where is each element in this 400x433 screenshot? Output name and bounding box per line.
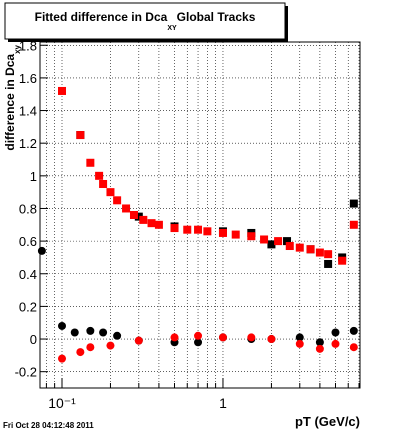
circle-marker	[194, 338, 203, 347]
y-tick-label: -0.2	[15, 365, 37, 380]
y-tick-label: 0	[30, 332, 37, 347]
square-marker	[122, 204, 131, 213]
y-tick-label: 0.8	[19, 201, 37, 216]
x-tick-label: 1	[219, 395, 227, 411]
square-marker	[267, 240, 276, 249]
circle-marker	[315, 338, 324, 347]
square-marker	[247, 232, 256, 241]
circle-marker	[76, 348, 85, 357]
circle-marker	[349, 343, 358, 352]
y-tick-label: 1.4	[19, 104, 37, 119]
footer: Fri Oct 28 04:12:48 2011	[3, 421, 94, 430]
square-marker	[349, 199, 358, 208]
square-marker	[154, 220, 163, 229]
square-marker	[324, 250, 333, 259]
square-marker	[113, 196, 122, 205]
circle-marker	[134, 336, 143, 345]
circle-marker	[331, 339, 340, 348]
square-marker	[76, 131, 85, 140]
circle-marker	[295, 339, 304, 348]
square-marker	[285, 242, 294, 251]
circle-marker	[86, 326, 95, 335]
y-tick-label: 0.6	[19, 234, 37, 249]
square-marker	[139, 215, 148, 224]
circle-marker	[58, 321, 67, 330]
square-marker	[260, 235, 269, 244]
square-marker	[134, 212, 143, 221]
square-marker	[315, 248, 324, 257]
chart-title: Fitted difference in DcaXYGlobal Tracks	[35, 10, 256, 32]
y-axis-label: difference in Dcaxy	[3, 44, 22, 150]
circle-marker	[349, 326, 358, 335]
x-tick-label: 10⁻¹	[48, 395, 76, 411]
square-marker	[349, 220, 358, 229]
circle-marker	[86, 343, 95, 352]
circle-marker	[267, 335, 276, 344]
circle-marker	[331, 328, 340, 337]
circle-marker	[315, 344, 324, 353]
square-marker	[95, 171, 104, 180]
square-marker	[338, 256, 347, 265]
circle-marker	[99, 328, 108, 337]
square-marker	[99, 179, 108, 188]
title-box	[4, 2, 286, 40]
y-tick-label: 0.4	[19, 267, 37, 282]
square-marker	[283, 237, 292, 246]
circle-marker	[37, 246, 46, 255]
circle-marker	[295, 333, 304, 342]
square-marker	[170, 224, 179, 233]
square-marker	[147, 219, 156, 228]
square-marker	[106, 188, 115, 197]
circle-marker	[247, 333, 256, 342]
square-marker	[306, 245, 315, 254]
square-marker	[274, 237, 283, 246]
plot-frame	[39, 41, 361, 389]
square-marker	[203, 227, 212, 236]
x-axis-label: pT (GeV/c)	[295, 414, 360, 429]
square-marker	[324, 259, 333, 268]
circle-marker	[70, 328, 79, 337]
circle-marker	[106, 341, 115, 350]
square-marker	[86, 158, 95, 167]
circle-marker	[194, 331, 203, 340]
square-marker	[295, 243, 304, 252]
square-marker	[183, 225, 192, 234]
y-tick-label: 1	[30, 169, 37, 184]
y-tick-label: 1.6	[19, 71, 37, 86]
circle-marker	[58, 354, 67, 363]
square-marker	[194, 225, 203, 234]
circle-marker	[113, 331, 122, 340]
y-tick-label: 1.8	[19, 38, 37, 53]
square-marker	[58, 86, 67, 95]
square-marker	[218, 228, 227, 237]
square-marker	[231, 230, 240, 239]
y-tick-label: 1.2	[19, 136, 37, 151]
circle-marker	[170, 333, 179, 342]
square-marker	[129, 211, 138, 219]
y-tick-label: 0.2	[19, 299, 37, 314]
circle-marker	[218, 333, 227, 342]
